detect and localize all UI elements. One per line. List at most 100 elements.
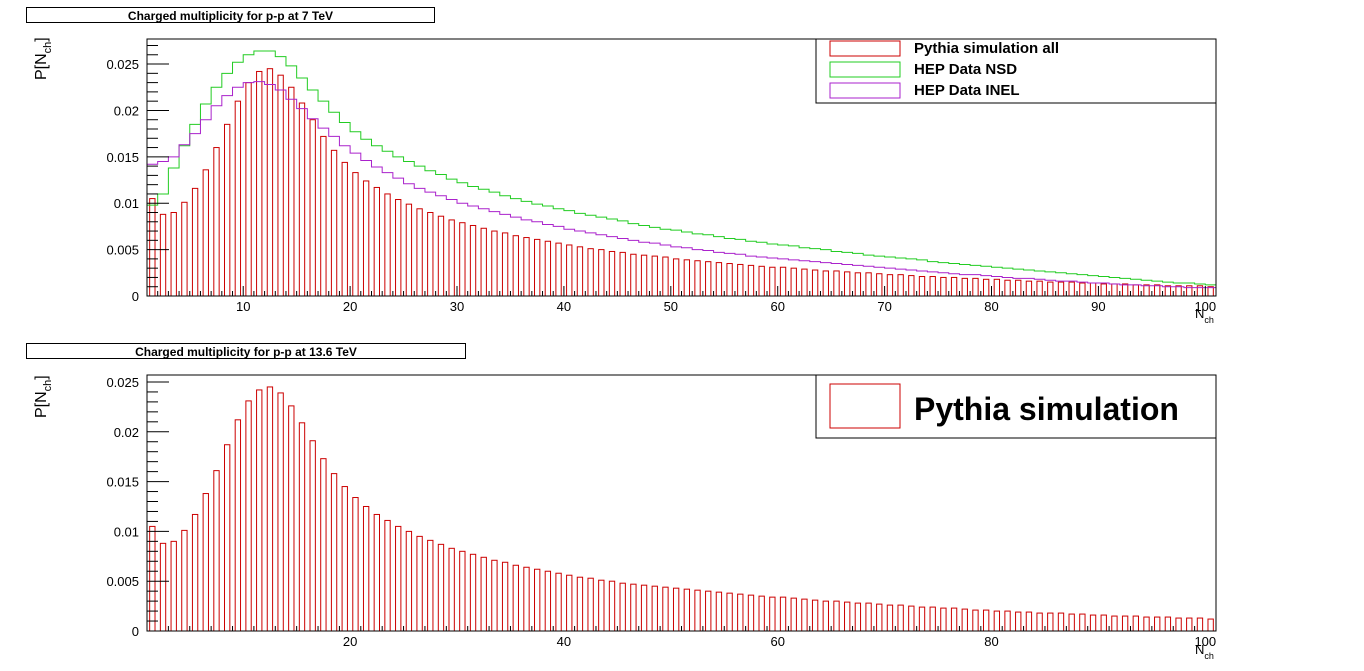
panel1-ytick-label-3: 0.015 xyxy=(106,150,139,165)
panel1-bar-5 xyxy=(191,187,199,297)
panel1-bar-26 xyxy=(416,208,423,297)
panel2-bar-61 xyxy=(790,597,797,632)
panel2-bar-9 xyxy=(234,419,242,632)
panel1-ylabel: P[Nch] xyxy=(33,37,54,80)
panel1-bar-13 xyxy=(277,74,284,297)
panel2-bar-10 xyxy=(245,400,252,632)
panel1-bar-92 xyxy=(1121,283,1129,297)
panel2-bar-86 xyxy=(1057,612,1065,632)
panel2-bar-8 xyxy=(224,444,231,632)
panel2-bar-45 xyxy=(619,582,626,632)
panel2-bar-20 xyxy=(352,497,359,632)
panel1-bar-12 xyxy=(266,68,274,297)
panel2-bar-73 xyxy=(918,606,926,632)
panel2-bar-12 xyxy=(266,386,274,632)
panel1-xtick-label-90: 90 xyxy=(1091,299,1105,314)
panel1-xtick-label-20: 20 xyxy=(343,299,357,314)
panel2-bar-60 xyxy=(779,596,787,632)
panel2-bar-70 xyxy=(886,604,894,632)
panel2-bar-17 xyxy=(320,458,327,632)
panel1-bar-47 xyxy=(640,254,648,297)
panel1-bar-56 xyxy=(737,263,744,297)
panel2-ytick-label-2: 0.01 xyxy=(114,524,139,539)
panel2-bar-83 xyxy=(1025,611,1033,632)
panel1-bar-72 xyxy=(908,275,915,297)
panel1-bar-30 xyxy=(459,222,466,297)
panel1-bar-41 xyxy=(576,246,584,297)
panel2-bar-26 xyxy=(416,535,423,632)
panel1-bar-95 xyxy=(1154,284,1161,297)
panel2-bar-37 xyxy=(534,568,541,632)
panel2-ytick-label-0: 0 xyxy=(132,624,139,639)
panel2-bar-32 xyxy=(480,556,487,632)
panel2-xtick-label-100: 100 xyxy=(1194,634,1216,649)
panel1-bar-61 xyxy=(790,267,797,297)
panel2-bar-87 xyxy=(1068,613,1075,632)
panel1-bar-14 xyxy=(288,86,295,297)
panel2-bar-77 xyxy=(961,608,968,632)
panel1-bar-90 xyxy=(1100,283,1107,297)
panel1-bar-54 xyxy=(715,262,723,297)
panel1-bar-73 xyxy=(918,276,926,297)
panel2-bar-93 xyxy=(1132,615,1139,632)
panel2-xtick-label-40: 40 xyxy=(557,634,571,649)
panel1-bar-48 xyxy=(651,255,658,297)
panel2-bar-48 xyxy=(651,585,658,632)
panel1-bar-6 xyxy=(202,169,209,297)
panel2-bar-75 xyxy=(940,607,947,632)
panel2-bar-89 xyxy=(1089,614,1097,632)
panel2-bar-51 xyxy=(683,588,691,632)
panel1-bar-32 xyxy=(480,227,487,297)
panel2-bar-56 xyxy=(737,593,744,632)
panel1-bar-79 xyxy=(982,278,990,297)
panel1-bar-57 xyxy=(747,264,755,297)
panel2-bar-18 xyxy=(330,473,338,632)
panel1-xtick-label-100: 100 xyxy=(1194,299,1216,314)
panel1-bar-78 xyxy=(972,277,979,297)
panel1-bar-68 xyxy=(865,272,872,297)
panel2-bar-1 xyxy=(149,525,156,632)
panel1-legend-box xyxy=(815,38,1217,104)
panel1-bar-10 xyxy=(245,82,252,297)
panel1-plot: 10 20 30 40 50 60 70 80 90 100 0 0.005 0.01 0.015 0.02… xyxy=(33,37,1217,325)
panel2-bar-25 xyxy=(405,530,413,632)
panel2-ytick-label-1: 0.005 xyxy=(106,574,139,589)
panel1-bar-91 xyxy=(1111,283,1118,297)
panel1-bar-43 xyxy=(598,249,605,297)
panel1-bar-58 xyxy=(758,265,765,297)
panel2-xlabel: Nch xyxy=(1195,642,1214,661)
panel2-bar-94 xyxy=(1143,616,1150,632)
panel2-ytick-label-4: 0.02 xyxy=(114,425,139,440)
panel2-bar-63 xyxy=(811,599,819,632)
panel2-bar-71 xyxy=(897,604,904,632)
panel1-bar-80 xyxy=(993,278,1001,297)
panel1-bar-96 xyxy=(1164,285,1172,297)
panel1-bar-71 xyxy=(897,274,904,297)
panel1-bar-20 xyxy=(352,172,359,297)
panel1-bar-25 xyxy=(405,203,413,297)
panel1-xlabel: Nch xyxy=(1195,306,1214,325)
panel2-bar-85 xyxy=(1047,612,1054,632)
panel2-bar-66 xyxy=(844,601,851,632)
panel1-bar-60 xyxy=(779,266,787,297)
panel2-bar-13 xyxy=(277,392,284,632)
panel1-bar-74 xyxy=(929,276,936,297)
panel1-bar-29 xyxy=(448,219,455,297)
panel1-bar-83 xyxy=(1025,280,1033,297)
panel1-bar-69 xyxy=(876,273,883,297)
panel1-bar-77 xyxy=(961,277,968,297)
panel2-bar-36 xyxy=(523,566,530,632)
panel1-ytick-label-5: 0.025 xyxy=(106,57,139,72)
panel1-ytick-label-1: 0.005 xyxy=(106,243,139,258)
panel2-bar-43 xyxy=(598,579,605,632)
panel1-xtick-label-40: 40 xyxy=(557,299,571,314)
panel2-bar-57 xyxy=(747,594,755,632)
panel1-bar-59 xyxy=(769,266,776,297)
panel2-bar-28 xyxy=(437,543,445,632)
panel1-bar-39 xyxy=(555,242,562,297)
panel1-bar-44 xyxy=(608,250,616,297)
panel1-bar-28 xyxy=(437,215,445,297)
panel2-ylabel: P[Nch] xyxy=(33,375,54,418)
panel1-bar-42 xyxy=(587,248,594,297)
panel1-bar-70 xyxy=(886,274,894,297)
